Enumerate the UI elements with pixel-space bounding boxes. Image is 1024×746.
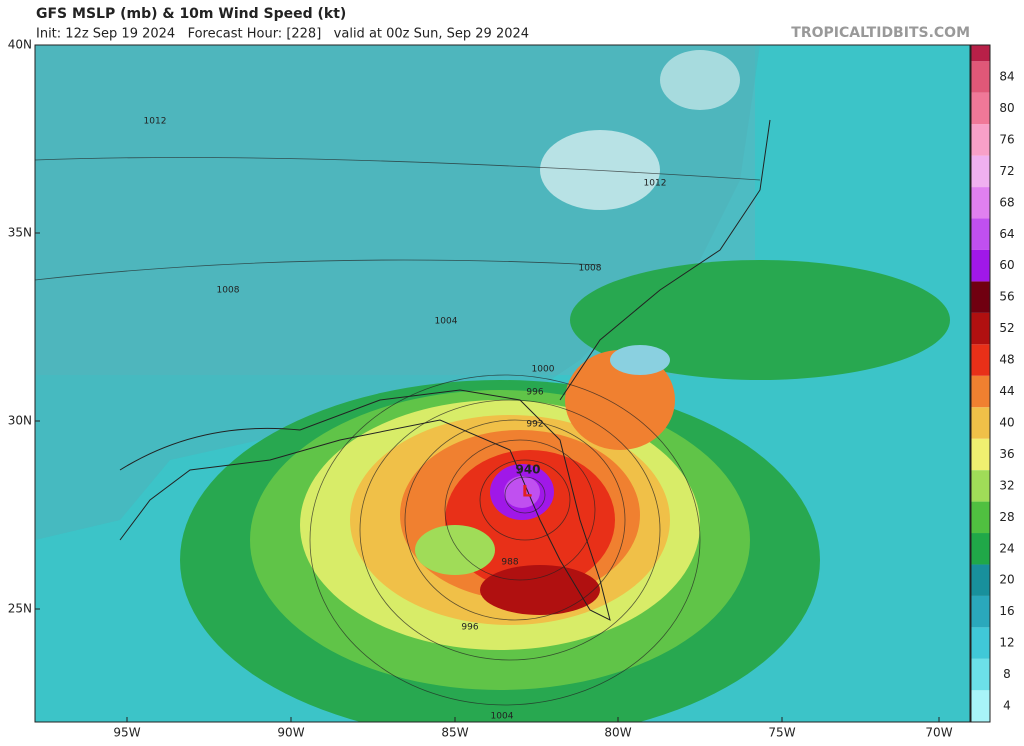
lat-label: 35N	[8, 226, 32, 240]
site-name: TROPICALTIDBITS.COM	[791, 25, 970, 41]
lon-label: 95W	[113, 726, 140, 740]
colorbar-swatch	[971, 533, 990, 565]
colorbar-label: 8	[1003, 667, 1011, 681]
colorbar-label: 4	[1003, 699, 1011, 713]
map-area	[35, 45, 970, 722]
isobar-label: 1008	[217, 286, 240, 296]
lat-label: 30N	[8, 414, 32, 428]
colorbar-label: 80	[999, 101, 1014, 115]
title: GFS MSLP (mb) & 10m Wind Speed (kt)	[36, 6, 346, 22]
lon-label: 70W	[925, 726, 952, 740]
low-marker: L	[522, 482, 532, 501]
colorbar-label: 76	[999, 132, 1014, 146]
colorbar-label: 28	[999, 510, 1014, 524]
colorbar-swatch	[971, 627, 990, 659]
colorbar-swatch	[971, 45, 990, 62]
colorbar-frame	[970, 44, 991, 723]
colorbar-swatch	[971, 61, 990, 93]
colorbar-swatch	[971, 658, 990, 691]
colorbar-label: 36	[999, 447, 1014, 461]
colorbar-swatch	[971, 375, 990, 408]
colorbar-swatch	[971, 312, 990, 345]
isobar-label: 1000	[532, 365, 555, 375]
isobar-label: 992	[526, 420, 543, 430]
colorbar-swatch	[971, 187, 990, 219]
isobar-label: 988	[501, 558, 518, 568]
colorbar-label: 32	[999, 478, 1014, 492]
isobar-label: 1004	[435, 317, 458, 327]
isobar-label: 1012	[644, 179, 667, 189]
isobar-label: 1004	[491, 712, 514, 722]
colorbar-label: 64	[999, 227, 1014, 241]
colorbar-label: 60	[999, 258, 1014, 272]
isobar-label: 996	[461, 623, 478, 633]
colorbar-label: 52	[999, 321, 1014, 335]
colorbar-label: 24	[999, 541, 1014, 555]
colorbar-label: 20	[999, 573, 1014, 587]
colorbar-swatch	[971, 438, 990, 471]
lon-label: 80W	[604, 726, 631, 740]
map-frame	[34, 44, 971, 723]
colorbar-swatch	[971, 501, 990, 534]
colorbar-swatch	[971, 124, 990, 156]
colorbar-swatch	[971, 92, 990, 125]
isobar-label: 996	[526, 388, 543, 398]
colorbar-label: 44	[999, 384, 1014, 398]
subtitle: Init: 12z Sep 19 2024 Forecast Hour: [22…	[36, 27, 529, 42]
colorbar-swatch	[971, 155, 990, 188]
lat-label: 40N	[8, 38, 32, 52]
lon-label: 75W	[768, 726, 795, 740]
colorbar-swatch	[971, 218, 990, 250]
colorbar-swatch	[971, 249, 990, 282]
colorbar-label: 12	[999, 636, 1014, 650]
lon-label: 85W	[441, 726, 468, 740]
colorbar-label: 72	[999, 164, 1014, 178]
colorbar-swatch	[971, 690, 990, 722]
colorbar-swatch	[971, 407, 990, 439]
colorbar-label: 56	[999, 290, 1014, 304]
lat-label: 25N	[8, 602, 32, 616]
colorbar-swatch	[971, 470, 990, 502]
isobar-label: 1012	[144, 117, 167, 127]
isobar-label: 940	[515, 463, 540, 477]
colorbar-label: 68	[999, 195, 1014, 209]
lon-label: 90W	[277, 726, 304, 740]
isobar-label: 1008	[579, 264, 602, 274]
colorbar-label: 48	[999, 353, 1014, 367]
colorbar-swatch	[971, 595, 990, 628]
colorbar-label: 16	[999, 604, 1014, 618]
colorbar-swatch	[971, 344, 990, 376]
colorbar-swatch	[971, 564, 990, 596]
colorbar-swatch	[971, 281, 990, 313]
colorbar-label: 40	[999, 415, 1014, 429]
colorbar-label: 84	[999, 70, 1014, 84]
